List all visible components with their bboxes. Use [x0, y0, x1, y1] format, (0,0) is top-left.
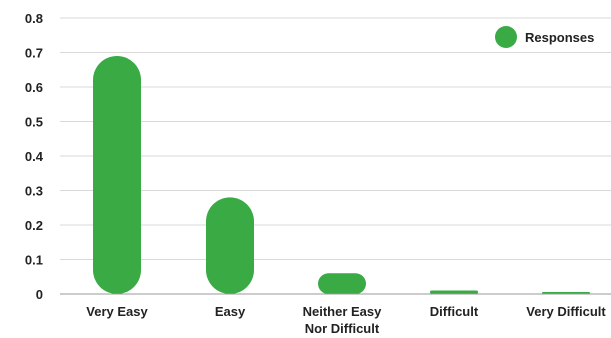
legend-swatch-responses — [495, 26, 517, 48]
bar — [206, 197, 254, 294]
bar — [93, 55, 141, 295]
legend-label-responses: Responses — [525, 30, 594, 45]
x-category-label: Easy — [215, 304, 246, 319]
y-tick-label: 0.3 — [25, 184, 43, 199]
gridlines — [60, 17, 611, 260]
y-tick-label: 0.6 — [25, 80, 43, 95]
x-axis-labels: Very Easy Easy Neither Easy Nor Difficult Di… — [86, 304, 606, 336]
y-tick-label: 0.8 — [25, 11, 43, 26]
legend: Responses — [495, 26, 594, 48]
y-tick-label: 0.7 — [25, 46, 43, 61]
y-tick-label: 0.4 — [25, 149, 44, 164]
bar — [430, 290, 478, 294]
x-category-label: Neither Easy Nor Difficult — [303, 304, 383, 336]
bar — [318, 273, 366, 294]
x-category-label: Difficult — [430, 304, 479, 319]
y-tick-label: 0.2 — [25, 218, 43, 233]
y-tick-label: 0.5 — [25, 115, 43, 130]
x-category-label: Very Difficult — [526, 304, 606, 319]
y-tick-label: 0 — [36, 287, 43, 302]
x-category-label: Very Easy — [86, 304, 148, 319]
y-tick-label: 0.1 — [25, 253, 43, 268]
bars — [93, 55, 590, 295]
y-axis-ticks: 0 0.1 0.2 0.3 0.4 0.5 0.6 0.7 0.8 — [25, 11, 44, 302]
